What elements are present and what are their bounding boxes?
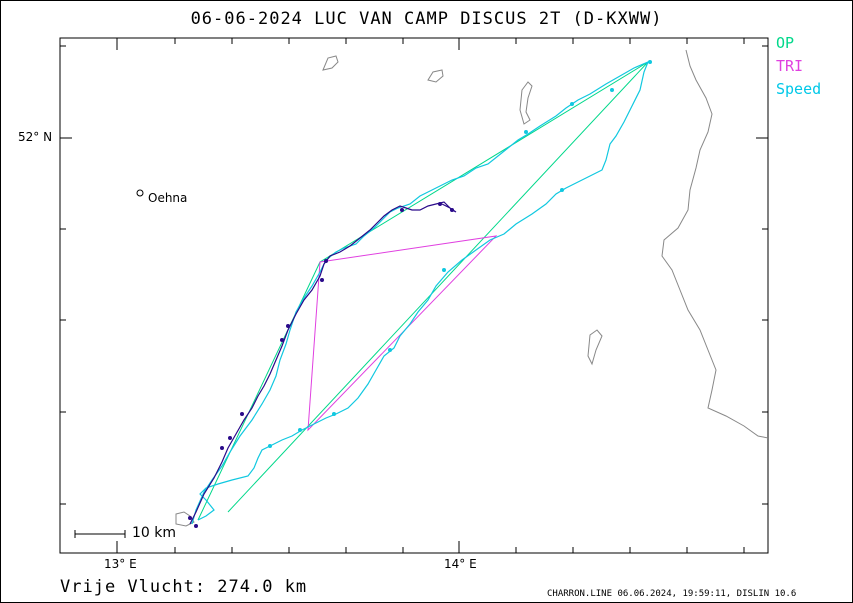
town-label: Oehna: [148, 191, 188, 205]
map-title: 06-06-2024 LUC VAN CAMP DISCUS 2T (D-KXW…: [190, 9, 663, 29]
flight-track-climb: [189, 201, 457, 525]
town-marker: [136, 189, 144, 197]
legend-speed: Speed: [776, 80, 822, 98]
national-border: [661, 49, 769, 439]
legend-op: OP: [776, 34, 795, 52]
software-credit: CHARRON.LINE 06.06.2024, 19:59:11, DISLI…: [547, 589, 797, 599]
lat-label-52n: 52° N: [18, 130, 53, 144]
lake-2: [427, 69, 444, 83]
axis-ticks: [60, 38, 768, 553]
lake-3: [519, 81, 533, 125]
terrain-outlines: [175, 49, 769, 527]
speed-markers: [268, 60, 652, 448]
lake-4: [587, 329, 603, 366]
legend-tri: TRI: [776, 57, 804, 75]
lake-1: [322, 55, 339, 71]
start-area: [175, 511, 195, 527]
scale-label: 10 km: [132, 525, 177, 541]
map-border: [59, 37, 769, 554]
scale-bar: [74, 530, 126, 538]
op-line: [197, 61, 649, 521]
thermal-markers: [188, 202, 454, 528]
lon-label-14e: 14° E: [444, 557, 477, 571]
flight-track-speed: [191, 60, 650, 525]
flight-distance: Vrije Vlucht: 274.0 km: [60, 577, 308, 597]
lon-label-13e: 13° E: [104, 557, 137, 571]
